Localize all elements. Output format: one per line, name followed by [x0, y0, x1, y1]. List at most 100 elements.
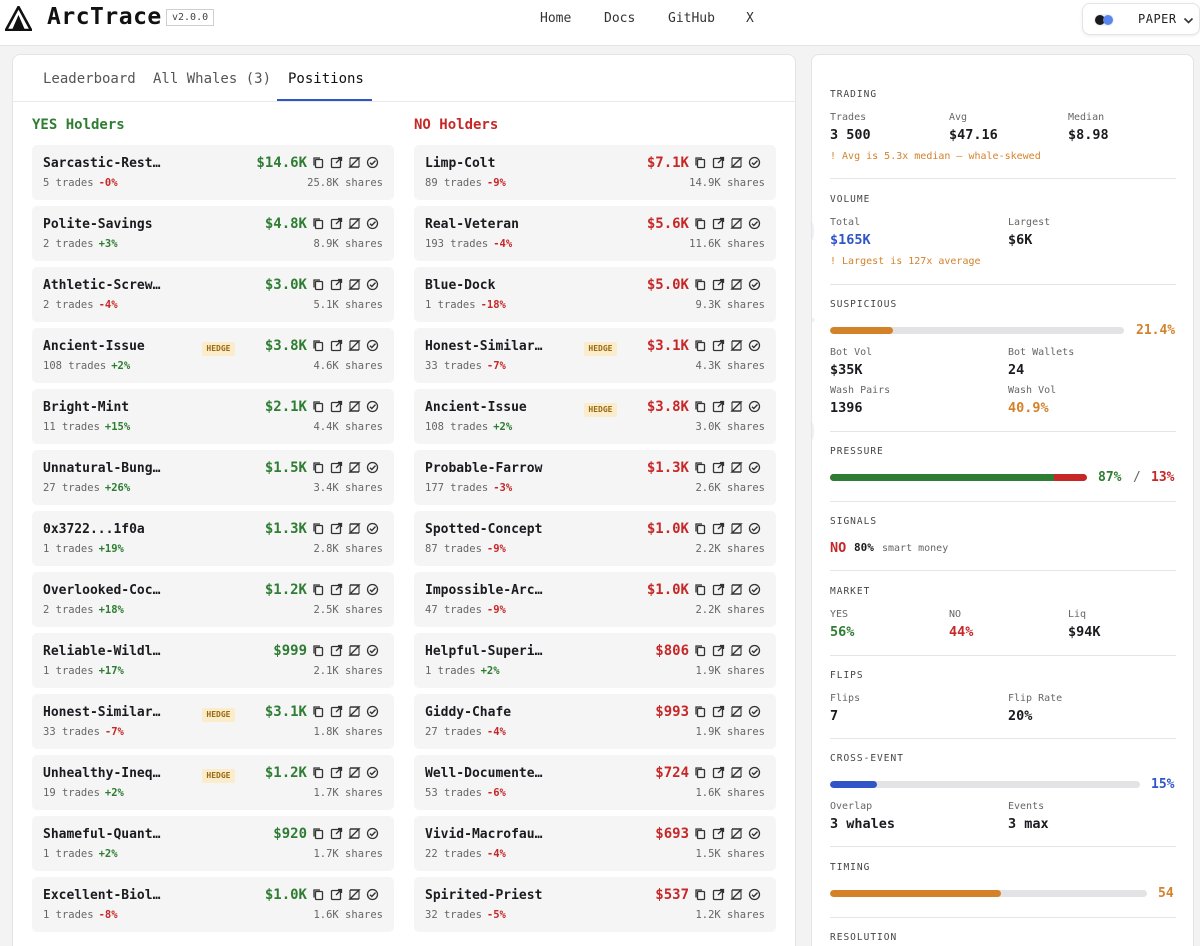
- external-link-icon[interactable]: [712, 888, 725, 901]
- tab-positions[interactable]: Positions: [288, 71, 364, 87]
- copy-icon[interactable]: [694, 705, 707, 718]
- holder-name[interactable]: Spirited-Priest: [425, 888, 543, 903]
- external-link-icon[interactable]: [330, 705, 343, 718]
- polymarket-icon[interactable]: [730, 705, 743, 718]
- polymarket-icon[interactable]: [348, 400, 361, 413]
- polymarket-icon[interactable]: [730, 339, 743, 352]
- holder-card[interactable]: Helpful-Superi… 1 trades +2% $806 1.9K share…: [414, 633, 776, 688]
- holder-card[interactable]: Reliable-Wildl… 1 trades +17% $999 2.1K shar…: [32, 633, 394, 688]
- holder-name[interactable]: Polite-Savings: [43, 217, 153, 232]
- holder-card[interactable]: Overlooked-Coc… 2 trades +18% $1.2K 2.5K sha…: [32, 572, 394, 627]
- holder-name[interactable]: Athletic-Screw…: [43, 278, 161, 293]
- external-link-icon[interactable]: [330, 400, 343, 413]
- holder-card[interactable]: Honest-Similar… 33 trades -7% HEDGE $3.1K 1.8…: [32, 694, 394, 749]
- copy-icon[interactable]: [312, 461, 325, 474]
- copy-icon[interactable]: [312, 278, 325, 291]
- holder-card[interactable]: Polite-Savings 2 trades +3% $4.8K 8.9K share…: [32, 206, 394, 261]
- holder-name[interactable]: Shameful-Quant…: [43, 827, 161, 842]
- holder-name[interactable]: 0x3722...1f0a: [43, 522, 145, 537]
- external-link-icon[interactable]: [330, 278, 343, 291]
- copy-icon[interactable]: [694, 400, 707, 413]
- external-link-icon[interactable]: [712, 278, 725, 291]
- verified-icon[interactable]: [366, 888, 379, 901]
- holder-name[interactable]: Honest-Similar…: [425, 339, 543, 354]
- polymarket-icon[interactable]: [730, 217, 743, 230]
- holder-name[interactable]: Giddy-Chafe: [425, 705, 512, 720]
- holder-name[interactable]: Ancient-Issue: [425, 400, 527, 415]
- copy-icon[interactable]: [312, 400, 325, 413]
- holder-name[interactable]: Limp-Colt: [425, 156, 496, 171]
- verified-icon[interactable]: [366, 400, 379, 413]
- polymarket-icon[interactable]: [348, 644, 361, 657]
- holder-card[interactable]: Real-Veteran 193 trades -4% $5.6K 11.6K shar…: [414, 206, 776, 261]
- holder-card[interactable]: Spirited-Priest 32 trades -5% $537 1.2K shar…: [414, 877, 776, 932]
- external-link-icon[interactable]: [712, 522, 725, 535]
- copy-icon[interactable]: [312, 705, 325, 718]
- holder-card[interactable]: Impossible-Arc… 47 trades -9% $1.0K 2.2K sha…: [414, 572, 776, 627]
- copy-icon[interactable]: [312, 583, 325, 596]
- verified-icon[interactable]: [366, 278, 379, 291]
- external-link-icon[interactable]: [712, 644, 725, 657]
- tab-all-whales[interactable]: All Whales (3): [153, 71, 272, 87]
- verified-icon[interactable]: [366, 339, 379, 352]
- holder-card[interactable]: Unhealthy-Ineq… 19 trades +2% HEDGE $1.2K 1.7…: [32, 755, 394, 810]
- external-link-icon[interactable]: [330, 461, 343, 474]
- verified-icon[interactable]: [748, 522, 761, 535]
- holder-card[interactable]: Ancient-Issue 108 trades +2% HEDGE $3.8K 4.6K…: [32, 328, 394, 383]
- polymarket-icon[interactable]: [730, 522, 743, 535]
- verified-icon[interactable]: [748, 766, 761, 779]
- polymarket-icon[interactable]: [348, 766, 361, 779]
- verified-icon[interactable]: [748, 217, 761, 230]
- external-link-icon[interactable]: [330, 156, 343, 169]
- holder-name[interactable]: Probable-Farrow: [425, 461, 543, 476]
- verified-icon[interactable]: [366, 217, 379, 230]
- external-link-icon[interactable]: [712, 705, 725, 718]
- holder-card[interactable]: 0x3722...1f0a 1 trades +19% $1.3K 2.8K share…: [32, 511, 394, 566]
- holder-name[interactable]: Helpful-Superi…: [425, 644, 543, 659]
- holder-name[interactable]: Sarcastic-Rest…: [43, 156, 161, 171]
- verified-icon[interactable]: [366, 827, 379, 840]
- holder-name[interactable]: Vivid-Macrofau…: [425, 827, 543, 842]
- copy-icon[interactable]: [312, 827, 325, 840]
- nav-x-link[interactable]: X: [746, 11, 754, 26]
- holder-card[interactable]: Ancient-Issue 108 trades +2% HEDGE $3.8K 3.0K…: [414, 389, 776, 444]
- holder-card[interactable]: Excellent-Biol… 1 trades -8% $1.0K 1.6K shar…: [32, 877, 394, 932]
- verified-icon[interactable]: [748, 400, 761, 413]
- copy-icon[interactable]: [312, 888, 325, 901]
- external-link-icon[interactable]: [330, 583, 343, 596]
- verified-icon[interactable]: [748, 888, 761, 901]
- holder-card[interactable]: Honest-Similar… 33 trades -7% HEDGE $3.1K 4.3…: [414, 328, 776, 383]
- copy-icon[interactable]: [694, 217, 707, 230]
- verified-icon[interactable]: [366, 461, 379, 474]
- polymarket-icon[interactable]: [730, 278, 743, 291]
- polymarket-icon[interactable]: [730, 766, 743, 779]
- holder-card[interactable]: Vivid-Macrofau… 22 trades -4% $693 1.5K shar…: [414, 816, 776, 871]
- holder-name[interactable]: Real-Veteran: [425, 217, 519, 232]
- verified-icon[interactable]: [748, 461, 761, 474]
- holder-name[interactable]: Unhealthy-Ineq…: [43, 766, 161, 781]
- copy-icon[interactable]: [312, 217, 325, 230]
- verified-icon[interactable]: [748, 705, 761, 718]
- nav-home-link[interactable]: Home: [540, 11, 572, 26]
- holder-name[interactable]: Spotted-Concept: [425, 522, 543, 537]
- polymarket-icon[interactable]: [730, 400, 743, 413]
- holder-card[interactable]: Giddy-Chafe 27 trades -4% $993 1.9K shares: [414, 694, 776, 749]
- external-link-icon[interactable]: [330, 339, 343, 352]
- external-link-icon[interactable]: [712, 827, 725, 840]
- holder-name[interactable]: Well-Documente…: [425, 766, 543, 781]
- verified-icon[interactable]: [748, 827, 761, 840]
- copy-icon[interactable]: [694, 461, 707, 474]
- tab-leaderboard[interactable]: Leaderboard: [43, 71, 136, 87]
- polymarket-icon[interactable]: [730, 827, 743, 840]
- holder-card[interactable]: Unnatural-Bung… 27 trades +26% $1.5K 3.4K sh…: [32, 450, 394, 505]
- verified-icon[interactable]: [748, 583, 761, 596]
- copy-icon[interactable]: [694, 888, 707, 901]
- holder-name[interactable]: Reliable-Wildl…: [43, 644, 161, 659]
- external-link-icon[interactable]: [330, 888, 343, 901]
- holder-name[interactable]: Blue-Dock: [425, 278, 496, 293]
- external-link-icon[interactable]: [712, 217, 725, 230]
- holder-card[interactable]: Sarcastic-Rest… 5 trades -0% $14.6K 25.8K sh…: [32, 145, 394, 200]
- nav-docs-link[interactable]: Docs: [604, 11, 636, 26]
- copy-icon[interactable]: [694, 339, 707, 352]
- verified-icon[interactable]: [748, 339, 761, 352]
